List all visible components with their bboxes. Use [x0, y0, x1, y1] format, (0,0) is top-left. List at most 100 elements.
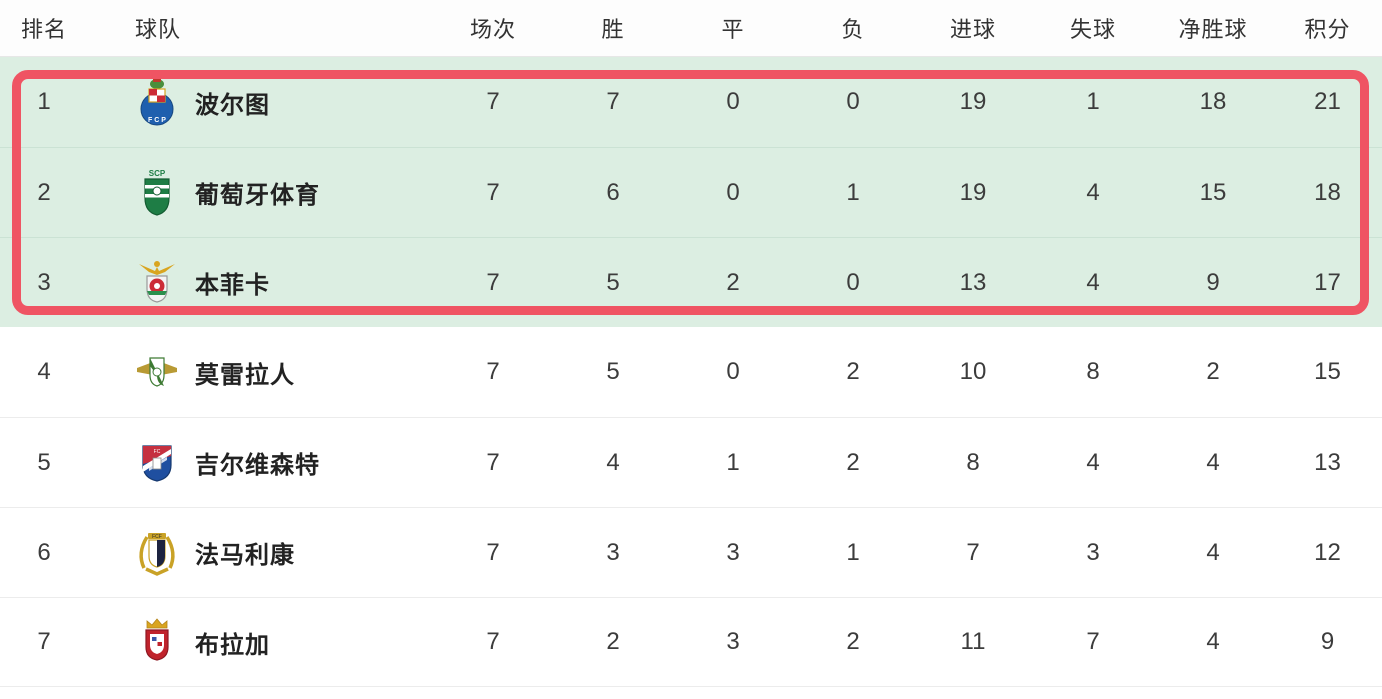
sporting-logo-icon: SCP: [135, 168, 179, 218]
column-header-team: 球队: [135, 17, 182, 42]
losses-cell: 0: [846, 268, 860, 296]
column-header-wins: 胜: [601, 17, 625, 42]
wins-cell: 4: [606, 448, 620, 476]
points-cell: 18: [1314, 178, 1341, 206]
rank-cell: 5: [37, 448, 51, 476]
team-cell: 本菲卡: [88, 258, 433, 308]
goals_for-cell: 11: [960, 628, 986, 655]
points-cell: 9: [1320, 628, 1335, 655]
losses-cell: 0: [846, 88, 860, 115]
column-header-goal_diff: 净胜球: [1178, 17, 1248, 42]
goals_against-cell: 1: [1086, 88, 1100, 115]
team-cell: SCP 葡萄牙体育: [88, 168, 433, 218]
rank-cell: 3: [37, 268, 51, 296]
points-cell: 17: [1314, 268, 1341, 296]
team-cell: F C P 波尔图: [88, 77, 433, 127]
goal_diff-cell: 4: [1206, 628, 1220, 655]
goals_against-cell: 7: [1086, 628, 1100, 655]
played-cell: 7: [486, 268, 500, 296]
points-cell: 21: [1314, 88, 1341, 115]
rank-cell: 2: [37, 178, 51, 206]
svg-text:FCF: FCF: [152, 534, 162, 540]
points-cell: 13: [1314, 448, 1341, 476]
points-cell: 12: [1314, 538, 1341, 566]
porto-logo-icon: F C P: [135, 77, 179, 127]
draws-cell: 1: [726, 448, 740, 476]
draws-cell: 0: [726, 358, 740, 385]
wins-cell: 2: [606, 628, 620, 655]
losses-cell: 2: [846, 448, 860, 476]
wins-cell: 5: [606, 358, 620, 385]
table-row[interactable]: 1 F C P 波尔图 7 7 0 0 19 1 18 21: [0, 57, 1382, 147]
goals_against-cell: 4: [1086, 268, 1100, 296]
played-cell: 7: [486, 88, 500, 115]
column-header-points: 积分: [1304, 17, 1351, 42]
wins-cell: 6: [606, 178, 620, 206]
draws-cell: 0: [726, 88, 740, 115]
goals_for-cell: 8: [966, 448, 980, 476]
moreirense-logo-icon: [135, 347, 179, 397]
team-name: 波尔图: [195, 91, 270, 119]
goals_for-cell: 13: [959, 268, 987, 296]
goal_diff-cell: 4: [1206, 538, 1220, 566]
team-name: 莫雷拉人: [195, 361, 295, 389]
goal_diff-cell: 15: [1199, 178, 1227, 206]
column-header-draws: 平: [721, 17, 745, 42]
goals_against-cell: 4: [1086, 448, 1100, 476]
svg-text:FC: FC: [154, 449, 161, 455]
table-row[interactable]: 2 SCP 葡萄牙体育 7 6 0 1 19 4 15 18: [0, 147, 1382, 237]
played-cell: 7: [486, 358, 500, 385]
table-row[interactable]: 5 FC 吉尔维森特 7 4 1 2 8 4 4 13: [0, 417, 1382, 507]
table-row[interactable]: 4 莫雷拉人 7 5 0 2 10 8 2 15: [0, 327, 1382, 417]
rank-cell: 7: [37, 628, 51, 655]
wins-cell: 3: [606, 538, 620, 566]
team-cell: 布拉加: [88, 617, 433, 667]
goals_for-cell: 7: [966, 538, 980, 566]
column-header-played: 场次: [469, 17, 516, 42]
played-cell: 7: [486, 448, 500, 476]
team-name: 葡萄牙体育: [195, 182, 320, 209]
losses-cell: 1: [846, 178, 860, 206]
team-cell: 莫雷拉人: [88, 347, 433, 397]
draws-cell: 0: [726, 178, 740, 206]
team-name: 本菲卡: [195, 272, 270, 299]
rank-cell: 4: [37, 358, 51, 385]
table-row[interactable]: 3 本菲卡 7 5 2 0 13 4 9 17: [0, 237, 1382, 327]
column-header-rank: 排名: [20, 17, 67, 42]
losses-cell: 2: [846, 358, 860, 385]
goal_diff-cell: 18: [1199, 88, 1227, 115]
draws-cell: 2: [726, 268, 740, 296]
played-cell: 7: [486, 628, 500, 655]
table-header-row: 排名 球队 场次 胜 平 负 进球 失球 净胜球 积分: [0, 0, 1382, 57]
rank-cell: 6: [37, 538, 51, 566]
column-header-goals_for: 进球: [949, 17, 996, 42]
played-cell: 7: [486, 178, 500, 206]
goal_diff-cell: 4: [1206, 448, 1220, 476]
benfica-logo-icon: [135, 258, 179, 308]
goal_diff-cell: 9: [1206, 268, 1220, 296]
losses-cell: 2: [846, 628, 860, 655]
team-name: 吉尔维森特: [195, 452, 320, 479]
team-name: 法马利康: [195, 542, 295, 569]
goals_for-cell: 19: [959, 178, 987, 206]
goals_against-cell: 4: [1086, 178, 1100, 206]
famalicao-logo-icon: FCF: [135, 528, 179, 578]
goals_against-cell: 8: [1086, 358, 1100, 385]
column-header-losses: 负: [841, 17, 865, 42]
losses-cell: 1: [846, 538, 860, 566]
draws-cell: 3: [726, 538, 740, 566]
table-row[interactable]: 6 FCF 法马利康 7 3 3 1 7 3 4 12: [0, 507, 1382, 597]
draws-cell: 3: [726, 628, 740, 655]
wins-cell: 7: [606, 88, 620, 115]
braga-logo-icon: [135, 617, 179, 667]
team-name: 布拉加: [195, 631, 270, 659]
gil-vicente-logo-icon: FC: [135, 438, 179, 488]
table-row[interactable]: 7 布拉加 7 2 3 2 11 7 4 9: [0, 597, 1382, 687]
team-cell: FCF 法马利康: [88, 528, 433, 578]
goals_for-cell: 19: [959, 88, 987, 115]
played-cell: 7: [486, 538, 500, 566]
svg-text:SCP: SCP: [149, 169, 166, 178]
column-header-goals_against: 失球: [1069, 17, 1116, 42]
